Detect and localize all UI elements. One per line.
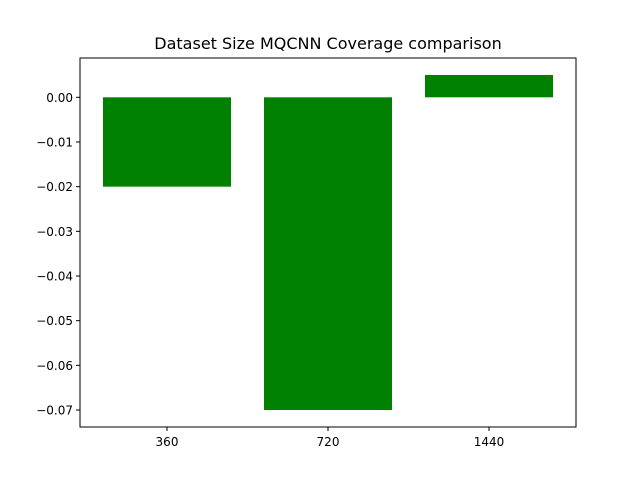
chart-title: Dataset Size MQCNN Coverage comparison bbox=[154, 34, 501, 53]
x-tick-label: 360 bbox=[156, 435, 179, 449]
y-tick-label: 0.00 bbox=[46, 91, 73, 105]
x-tick-label: 720 bbox=[317, 435, 340, 449]
y-tick-label: −0.03 bbox=[36, 225, 73, 239]
y-tick-label: −0.04 bbox=[36, 270, 73, 284]
bar-360 bbox=[103, 97, 231, 187]
x-tick-label: 1440 bbox=[474, 435, 505, 449]
y-tick-label: −0.01 bbox=[36, 135, 73, 149]
bars-layer bbox=[103, 74, 553, 411]
x-axis: 360 720 1440 bbox=[156, 427, 505, 449]
bar-720 bbox=[264, 97, 392, 411]
plot-frame bbox=[79, 57, 577, 428]
y-tick-label: −0.07 bbox=[36, 404, 73, 418]
y-tick-label: −0.05 bbox=[36, 314, 73, 328]
y-tick-label: −0.02 bbox=[36, 180, 73, 194]
bar-1440 bbox=[425, 74, 553, 98]
y-axis: 0.00 −0.01 −0.02 −0.03 −0.04 −0.05 −0.06 −0.07 bbox=[36, 91, 80, 418]
y-tick-label: −0.06 bbox=[36, 359, 73, 373]
